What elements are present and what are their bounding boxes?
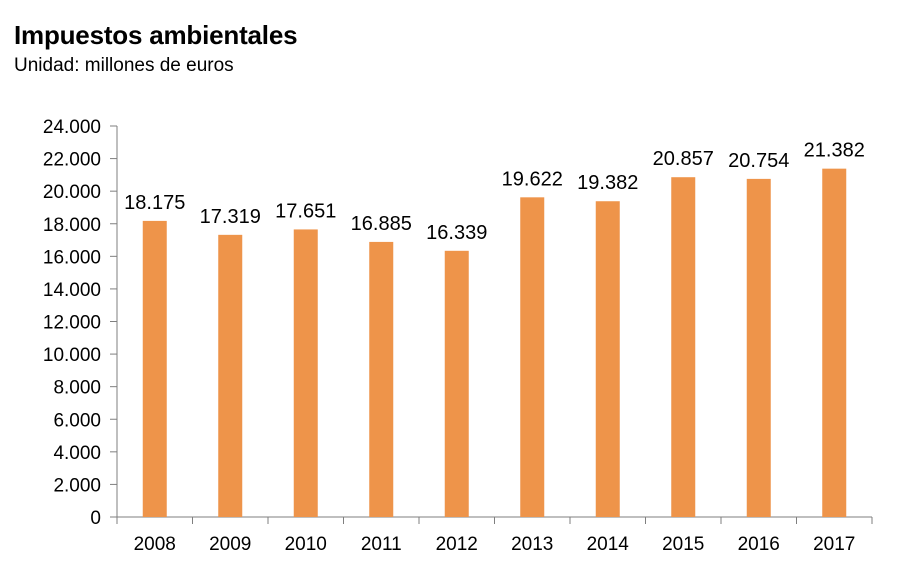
y-tick-label: 10.000: [43, 345, 101, 366]
y-tick-label: 2.000: [53, 475, 101, 496]
y-tick-label: 22.000: [43, 150, 101, 171]
x-axis: 2008 2009 2010 2011 2012 2013 2014 2015 2016 2017: [110, 516, 873, 555]
y-tick-label: 16.000: [43, 247, 101, 268]
bar-series: [142, 168, 847, 518]
bar: [293, 229, 318, 517]
data-label: 16.339: [426, 222, 487, 244]
bar: [369, 241, 394, 517]
bar: [822, 168, 847, 517]
data-label: 20.754: [728, 150, 789, 172]
bar: [746, 178, 771, 517]
x-tick-label: 2016: [738, 534, 780, 555]
data-label: 20.857: [653, 148, 714, 170]
bar: [671, 177, 696, 517]
bar: [218, 234, 243, 518]
data-label: 17.319: [200, 206, 261, 228]
x-tick-label: 2012: [436, 534, 478, 555]
data-label: 19.622: [502, 168, 563, 190]
x-tick-label: 2010: [285, 534, 327, 555]
data-labels: 18.175 17.319 17.651 16.885 16.339 19.622 19.3…: [124, 140, 865, 244]
data-label: 17.651: [275, 200, 336, 222]
x-tick-label: 2008: [134, 534, 176, 555]
data-label: 19.382: [577, 172, 638, 194]
y-tick-label: 4.000: [53, 443, 101, 464]
data-label: 21.382: [804, 140, 865, 162]
y-tick-label: 8.000: [53, 378, 101, 399]
y-tick-label: 6.000: [53, 410, 101, 431]
chart-subtitle: Unidad: millones de euros: [14, 55, 234, 76]
x-tick-label: 2013: [511, 534, 553, 555]
y-tick-label: 14.000: [43, 280, 101, 301]
y-tick-label: 12.000: [43, 313, 101, 334]
bar: [520, 197, 545, 517]
x-tick-label: 2014: [587, 534, 630, 555]
data-label: 18.175: [124, 192, 185, 214]
data-label: 16.885: [351, 213, 412, 235]
x-tick-label: 2015: [662, 534, 704, 555]
chart-title: Impuestos ambientales: [14, 20, 298, 50]
x-tick-label: 2009: [209, 534, 251, 555]
x-tick-label: 2017: [813, 534, 855, 555]
bar: [142, 220, 167, 517]
y-tick-label: 24.000: [43, 117, 101, 138]
y-tick-label: 18.000: [43, 215, 101, 236]
x-tick-label: 2011: [361, 534, 402, 555]
y-tick-label: 20.000: [43, 182, 101, 203]
bar: [595, 201, 620, 517]
bar: [444, 250, 469, 517]
y-tick-label: 0: [90, 508, 101, 529]
y-axis: 0 2.000 4.000 6.000 8.000 10.000 12.000 14.000 1…: [43, 117, 118, 529]
